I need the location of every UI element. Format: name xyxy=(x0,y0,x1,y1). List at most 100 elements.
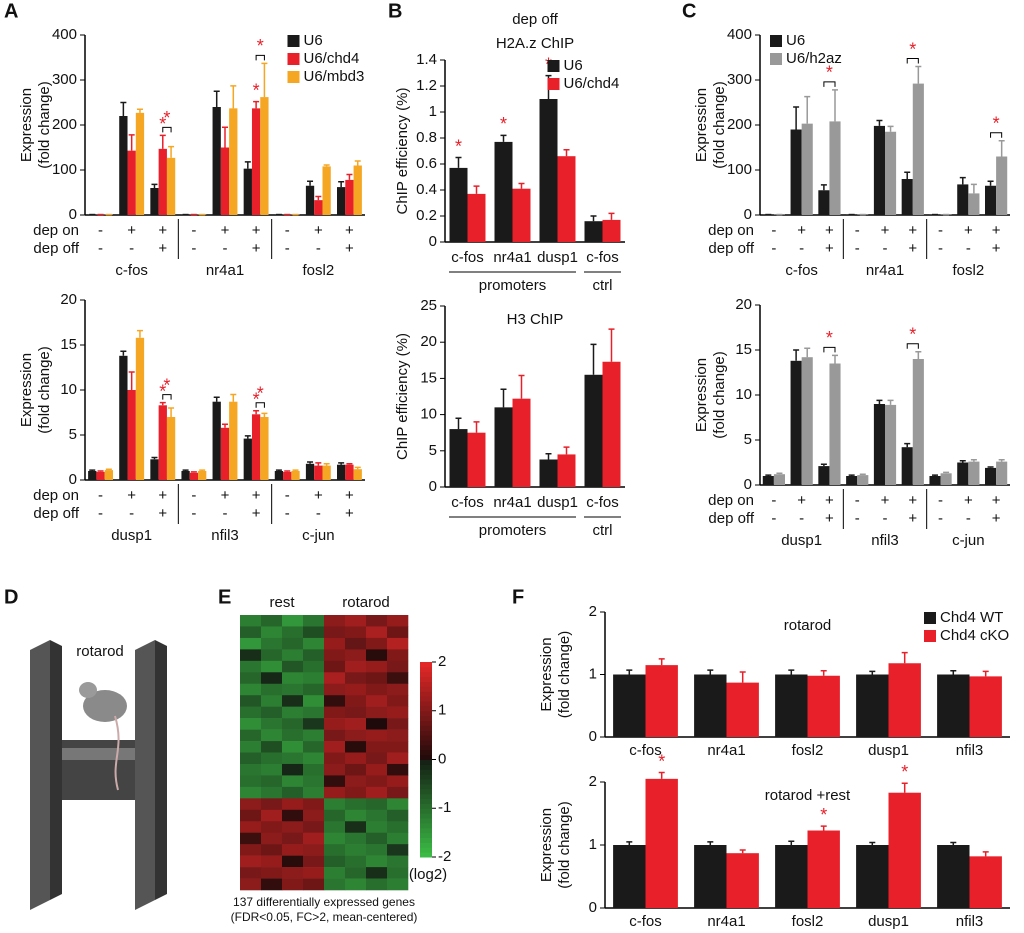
condition-mark: + xyxy=(252,487,261,504)
heatmap-cell xyxy=(261,615,283,627)
bar xyxy=(856,674,889,737)
heatmap-cell xyxy=(387,867,409,879)
condition-mark: - xyxy=(316,505,321,522)
error-bar xyxy=(776,472,783,475)
y-tick-label: 20 xyxy=(420,333,437,350)
heatmap-cell xyxy=(366,832,388,845)
condition-mark: - xyxy=(883,240,888,257)
error-bar xyxy=(455,417,462,430)
heatmap-cell xyxy=(303,615,325,627)
legend-label: U6/mbd3 xyxy=(304,68,365,85)
error-bar xyxy=(120,101,127,116)
row-label: dep off xyxy=(708,510,754,527)
y-axis-label: Expression xyxy=(18,88,35,162)
error-bar xyxy=(998,459,1005,462)
colorbar-segment xyxy=(420,686,432,692)
error-bar xyxy=(959,176,966,185)
group-label: nfil3 xyxy=(211,527,239,544)
bar xyxy=(119,355,128,480)
bar xyxy=(198,471,207,480)
heatmap-cell xyxy=(261,637,283,650)
bracket xyxy=(823,346,836,353)
heatmap-cell xyxy=(261,718,283,730)
condition-mark: + xyxy=(252,222,261,239)
y-tick-label: 20 xyxy=(60,291,77,308)
y-tick-label: 15 xyxy=(735,341,752,358)
error-bar xyxy=(261,412,268,417)
colorbar-segment xyxy=(420,832,432,838)
condition-mark: + xyxy=(252,505,261,522)
heatmap-cell xyxy=(261,763,283,776)
condition-mark: + xyxy=(797,492,806,509)
heatmap-cell xyxy=(303,626,325,639)
heatmap-cell xyxy=(282,718,304,730)
heatmap-cell xyxy=(324,706,346,719)
heatmap-cell xyxy=(387,855,409,868)
heatmap-cell xyxy=(366,844,388,856)
heatmap-cell xyxy=(387,798,409,811)
heatmap-cell xyxy=(240,626,262,639)
heatmap-cell xyxy=(261,867,283,879)
condition-mark: - xyxy=(966,240,971,257)
heatmap-cell xyxy=(240,809,262,822)
bar xyxy=(901,447,913,485)
heatmap-cell xyxy=(240,695,262,707)
significance-star: * xyxy=(909,39,916,59)
error-bar xyxy=(804,347,811,358)
x-tick-label: nr4a1 xyxy=(707,913,745,930)
y-tick-label: 0.8 xyxy=(416,129,437,146)
y-tick-label: 5 xyxy=(744,431,752,448)
panel-letter: D xyxy=(4,586,18,608)
heatmap-cell xyxy=(366,706,388,719)
x-tick-label: dusp1 xyxy=(868,742,909,759)
heatmap-cell xyxy=(366,683,388,696)
error-bar xyxy=(244,161,251,169)
condition-mark: + xyxy=(908,492,917,509)
condition-mark: - xyxy=(799,510,804,527)
group-label: ctrl xyxy=(593,277,613,294)
heatmap-cell xyxy=(282,809,304,822)
bar xyxy=(322,465,331,480)
error-bar xyxy=(213,90,220,107)
legend-swatch xyxy=(924,612,936,624)
bar xyxy=(322,166,331,215)
heatmap-cell xyxy=(303,741,325,753)
panel-letter: E xyxy=(218,586,231,608)
colorbar-segment xyxy=(420,662,432,668)
colorbar-segment xyxy=(420,735,432,741)
bar xyxy=(337,187,346,215)
heatmap-cell xyxy=(324,798,346,811)
condition-mark: - xyxy=(223,505,228,522)
significance-star: * xyxy=(253,389,260,409)
heatmap-cell xyxy=(387,741,409,753)
heatmap-cell xyxy=(261,660,283,673)
bar xyxy=(985,185,997,215)
colorbar-segment xyxy=(420,696,432,702)
bar xyxy=(119,116,128,215)
heatmap-cell xyxy=(387,626,409,639)
heatmap-cell xyxy=(324,718,346,730)
condition-mark: - xyxy=(938,222,943,239)
panel-letter: F xyxy=(512,586,524,608)
heatmap-cell xyxy=(282,867,304,879)
row-label: dep on xyxy=(33,222,79,239)
heatmap-cell xyxy=(261,775,283,788)
y-tick-label: 10 xyxy=(60,381,77,398)
error-bar xyxy=(608,212,615,220)
error-bar xyxy=(590,343,597,375)
significance-star: * xyxy=(163,108,170,128)
error-bar xyxy=(518,374,525,399)
bar xyxy=(726,682,759,737)
bar xyxy=(957,462,969,485)
legend-label: U6/h2az xyxy=(786,50,842,67)
error-bar xyxy=(820,463,827,467)
heatmap-cell xyxy=(387,683,409,696)
heatmap-cell xyxy=(282,832,304,845)
bar xyxy=(127,150,136,215)
condition-mark: - xyxy=(98,222,103,239)
pillar-side xyxy=(155,640,167,900)
heatmap-cell xyxy=(324,626,346,639)
heatmap-cell xyxy=(303,752,325,765)
heatmap-cell xyxy=(324,878,346,891)
